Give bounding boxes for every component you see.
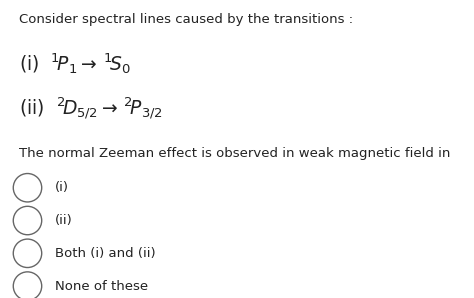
Text: Both (i) and (ii): Both (i) and (ii) xyxy=(55,247,155,260)
Text: (ii)  $^{2}\!D_{5/2}\rightarrow\,^{2}\!P_{3/2}$: (ii) $^{2}\!D_{5/2}\rightarrow\,^{2}\!P_… xyxy=(19,96,163,122)
Text: (ii): (ii) xyxy=(55,214,72,227)
Text: (i)  $^{1}\!P_{1}\rightarrow\,^{1}\!S_{0}$: (i) $^{1}\!P_{1}\rightarrow\,^{1}\!S_{0}… xyxy=(19,52,130,77)
Text: None of these: None of these xyxy=(55,280,147,293)
Text: Consider spectral lines caused by the transitions :: Consider spectral lines caused by the tr… xyxy=(19,13,353,26)
Text: The normal Zeeman effect is observed in weak magnetic field in: The normal Zeeman effect is observed in … xyxy=(19,147,450,160)
Text: (i): (i) xyxy=(55,181,69,194)
